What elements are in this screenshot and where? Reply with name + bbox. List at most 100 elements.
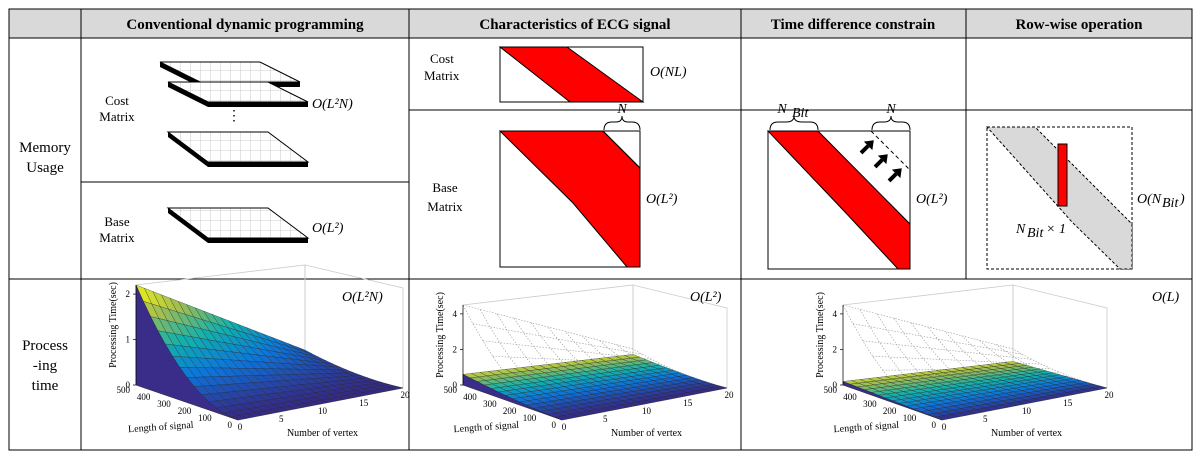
- x-tick-label: 20: [1105, 390, 1115, 400]
- y-axis-label: Length of signal: [833, 420, 899, 436]
- ghost-wire: [496, 313, 596, 414]
- z-axis-label: Processing Time(sec): [108, 282, 119, 368]
- row-label-memory: Memory: [19, 140, 71, 156]
- ecg-base-complexity: O(L²): [646, 192, 678, 207]
- row-nbit-sub: Bit: [1027, 226, 1044, 241]
- y-axis-label: Length of signal: [128, 420, 194, 436]
- x-tick-label: 0: [238, 422, 243, 432]
- x-tick-label: 10: [318, 406, 328, 416]
- time-nbit-brace: [769, 115, 819, 131]
- time-nbit-label: N: [776, 102, 787, 117]
- x-tick-label: 5: [983, 414, 988, 424]
- row-times-one: × 1: [1046, 222, 1066, 237]
- x-tick-label: 0: [562, 422, 567, 432]
- ecg-cost-complexity: O(NL): [650, 65, 687, 80]
- x-axis-label: Number of vertex: [287, 428, 358, 439]
- ecg-cost-label-2: Matrix: [424, 68, 460, 83]
- y-tick-label: 400: [843, 392, 857, 402]
- row-label-ing: -ing: [33, 358, 58, 374]
- axis-wall-right: [304, 264, 404, 388]
- y-axis-label: Length of signal: [453, 420, 519, 436]
- ghost-wire: [961, 335, 1058, 398]
- ghost-wire: [872, 356, 1042, 365]
- z-tick-label: 2: [833, 344, 838, 354]
- matrix-layer-2: [167, 81, 309, 107]
- arrow-icon: [873, 154, 888, 169]
- y-tick-label: 0: [932, 420, 937, 430]
- x-tick-label: 20: [725, 390, 735, 400]
- x-tick-label: 10: [642, 406, 652, 416]
- time-n-brace: [871, 115, 911, 131]
- time-n-label: N: [885, 102, 896, 117]
- ecg-base-label-1: Base: [432, 180, 458, 195]
- z-tick-label: 0: [833, 380, 838, 390]
- time-removed-diag: [870, 130, 911, 171]
- z-tick-label: 0: [453, 380, 458, 390]
- time-base-band: [766, 130, 911, 270]
- conventional-cost-stack: ⋮: [159, 61, 310, 167]
- x-tick-label: 10: [1022, 406, 1032, 416]
- y-tick-label: 100: [523, 413, 537, 423]
- surface-cell: [387, 386, 404, 390]
- z-tick-label: 0: [126, 380, 131, 390]
- z-tick-label: 4: [453, 309, 458, 319]
- table-grid: [8, 8, 1193, 451]
- ecg-cost-label-1: Cost: [430, 51, 454, 66]
- row-base-complexity-prefix: O(N: [1137, 192, 1162, 207]
- time-nbit-sub: Bit: [792, 106, 809, 121]
- header-row: [9, 9, 1192, 38]
- stack-ellipsis: ⋮: [227, 109, 241, 124]
- conv-cost-label-1: Cost: [105, 93, 129, 108]
- conv-base-label-1: Base: [104, 214, 130, 229]
- y-tick-label: 200: [178, 406, 192, 416]
- plot-complexity-ecg: O(L²): [690, 290, 722, 305]
- arrow-icon: [859, 140, 874, 155]
- ghost-wire: [462, 304, 634, 350]
- y-tick-label: 200: [883, 406, 897, 416]
- y-tick-label: 100: [198, 413, 212, 423]
- y-tick-label: 500: [444, 385, 458, 395]
- x-tick-label: 15: [359, 398, 369, 408]
- z-tick-label: 2: [126, 289, 131, 299]
- x-tick-label: 20: [401, 390, 411, 400]
- y-tick-label: 400: [463, 392, 477, 402]
- plot-complexity-conventional: O(L²N): [342, 290, 383, 305]
- z-tick-label: 4: [833, 309, 838, 319]
- x-axis-label: Number of vertex: [611, 428, 682, 439]
- ghost-wire: [581, 335, 678, 398]
- ghost-wire: [472, 323, 643, 355]
- row-base-complexity-suffix: ): [1179, 192, 1185, 207]
- conv-cost-complexity: O(L²N): [312, 97, 353, 112]
- ghost-wire: [876, 313, 976, 414]
- time-base-complexity: O(L²): [916, 192, 948, 207]
- y-tick-label: 500: [824, 385, 838, 395]
- y-tick-label: 200: [503, 406, 517, 416]
- ecg-n-brace: [603, 115, 641, 131]
- x-tick-label: 15: [683, 398, 693, 408]
- x-tick-label: 15: [1063, 398, 1073, 408]
- ghost-wire: [492, 356, 662, 365]
- y-tick-label: 0: [228, 420, 233, 430]
- axis-wall-right: [632, 284, 728, 388]
- conv-cost-label-2: Matrix: [99, 109, 135, 124]
- ecg-base-label-2: Matrix: [427, 199, 463, 214]
- ecg-cost-band: [498, 46, 645, 103]
- row-active-bar: [1057, 143, 1068, 207]
- conv-base-label-2: Matrix: [99, 230, 135, 245]
- row-label-process: Process: [22, 338, 68, 354]
- y-tick-label: 300: [157, 399, 171, 409]
- axis-wall-right: [1012, 284, 1108, 388]
- row-nbit-label: N: [1015, 222, 1026, 237]
- y-tick-label: 400: [137, 392, 151, 402]
- conventional-base-matrix: [166, 207, 310, 243]
- x-tick-label: 0: [942, 422, 947, 432]
- arrow-icon: [887, 168, 902, 183]
- shift-arrows: [859, 140, 902, 183]
- x-axis-label: Number of vertex: [991, 428, 1062, 439]
- header-ecg: Characteristics of ECG signal: [479, 17, 670, 33]
- y-tick-label: 0: [552, 420, 557, 430]
